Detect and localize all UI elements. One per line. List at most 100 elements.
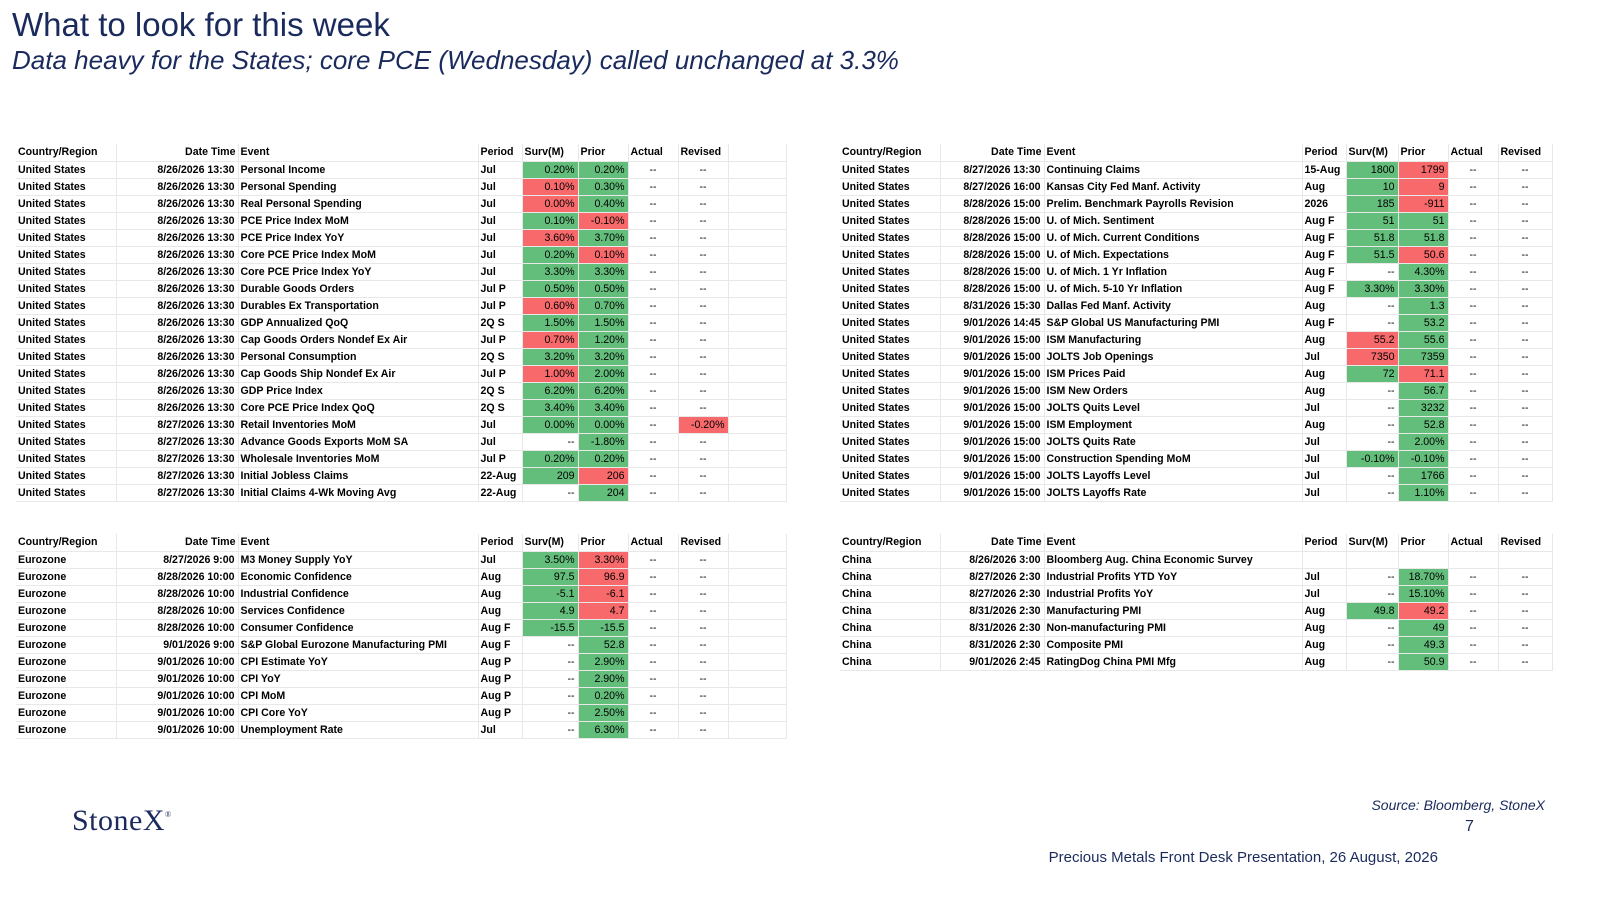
datetime-cell: 8/27/2026 13:30 <box>116 433 239 451</box>
prior-cell: 18.70% <box>1398 568 1449 586</box>
revised-cell: -- <box>1498 178 1553 196</box>
actual-cell: -- <box>1448 467 1499 485</box>
table-row: United States 8/28/2026 15:00 U. of Mich. … <box>840 212 1553 230</box>
country-cell: Eurozone <box>16 704 117 722</box>
revised-cell: -- <box>678 246 729 264</box>
country-cell: United States <box>840 467 941 485</box>
event-cell: Initial Claims 4-Wk Moving Avg <box>238 484 479 502</box>
event-cell: U. of Mich. Expectations <box>1044 246 1303 264</box>
country-cell: United States <box>16 399 117 417</box>
period-cell: Aug <box>478 585 523 603</box>
period-cell: 15-Aug <box>1302 161 1347 179</box>
event-cell: Economic Confidence <box>238 568 479 586</box>
survey-cell: 0.10% <box>522 178 579 196</box>
event-cell: ISM New Orders <box>1044 382 1303 400</box>
actual-cell: -- <box>1448 450 1499 468</box>
header-revised: Revised <box>678 534 729 552</box>
datetime-cell: 8/26/2026 13:30 <box>116 382 239 400</box>
revised-cell: -- <box>1498 450 1553 468</box>
table-row: Eurozone 9/01/2026 10:00 Unemployment Rate… <box>16 721 787 739</box>
revised-cell: -- <box>1498 246 1553 264</box>
table-row: United States 8/26/2026 13:30 Real Persona… <box>16 195 787 213</box>
country-cell: United States <box>16 450 117 468</box>
period-cell: Aug <box>478 568 523 586</box>
prior-cell: 1799 <box>1398 161 1449 179</box>
revised-cell: -- <box>678 450 729 468</box>
actual-cell: -- <box>1448 263 1499 281</box>
period-cell: 2Q S <box>478 399 523 417</box>
event-cell: Composite PMI <box>1044 636 1303 654</box>
actual-cell: -- <box>1448 246 1499 264</box>
actual-cell: -- <box>1448 331 1499 349</box>
prior-cell: 7359 <box>1398 348 1449 366</box>
prior-cell: -15.5 <box>578 619 629 637</box>
actual-cell: -- <box>1448 416 1499 434</box>
event-cell: PCE Price Index YoY <box>238 229 479 247</box>
actual-cell: -- <box>1448 636 1499 654</box>
period-cell: Jul <box>478 178 523 196</box>
event-cell: Bloomberg Aug. China Economic Survey <box>1044 551 1303 569</box>
period-cell: Aug P <box>478 687 523 705</box>
period-cell: Jul P <box>478 280 523 298</box>
actual-cell: -- <box>628 721 679 739</box>
prior-cell: -6.1 <box>578 585 629 603</box>
table-row: United States 9/01/2026 15:00 JOLTS Quits … <box>840 433 1553 451</box>
revised-cell: -- <box>1498 348 1553 366</box>
revised-cell: -- <box>678 585 729 603</box>
period-cell: Aug P <box>478 670 523 688</box>
period-cell: Aug <box>478 602 523 620</box>
event-cell: Industrial Profits YTD YoY <box>1044 568 1303 586</box>
event-cell: Cap Goods Ship Nondef Ex Air <box>238 365 479 383</box>
period-cell: Jul <box>478 433 523 451</box>
period-cell: Aug F <box>1302 314 1347 332</box>
prior-cell: 3.40% <box>578 399 629 417</box>
table-row: United States 8/26/2026 13:30 Durable Good… <box>16 280 787 298</box>
country-cell: United States <box>840 263 941 281</box>
datetime-cell: 8/27/2026 2:30 <box>940 568 1045 586</box>
event-cell: Durables Ex Transportation <box>238 297 479 315</box>
country-cell: United States <box>16 365 117 383</box>
period-cell: Jul <box>478 246 523 264</box>
period-cell: Aug P <box>478 653 523 671</box>
revised-cell: -- <box>678 212 729 230</box>
period-cell: Aug <box>1302 636 1347 654</box>
datetime-cell: 8/31/2026 2:30 <box>940 636 1045 654</box>
survey-cell: -- <box>522 433 579 451</box>
actual-cell: -- <box>1448 602 1499 620</box>
country-cell: United States <box>840 416 941 434</box>
period-cell: Jul <box>478 263 523 281</box>
revised-cell: -- <box>1498 365 1553 383</box>
table-row: United States 8/26/2026 13:30 GDP Annualiz… <box>16 314 787 332</box>
event-cell: U. of Mich. 1 Yr Inflation <box>1044 263 1303 281</box>
event-cell: ISM Employment <box>1044 416 1303 434</box>
survey-cell: 3.40% <box>522 399 579 417</box>
header-actual: Actual <box>628 534 679 552</box>
table-header-row: Country/Region Date Time Event Period Surv(M… <box>16 144 787 162</box>
event-cell: ISM Prices Paid <box>1044 365 1303 383</box>
revised-cell: -- <box>678 619 729 637</box>
period-cell: Jul <box>1302 399 1347 417</box>
actual-cell <box>1448 551 1499 569</box>
prior-cell: 4.30% <box>1398 263 1449 281</box>
survey-cell: 209 <box>522 467 579 485</box>
table-row: United States 8/28/2026 15:00 Prelim. Benc… <box>840 195 1553 213</box>
actual-cell: -- <box>628 229 679 247</box>
survey-cell: -- <box>522 636 579 654</box>
table-row: Eurozone 9/01/2026 10:00 CPI YoY Aug P -- 2.9… <box>16 670 787 688</box>
country-cell: United States <box>16 331 117 349</box>
country-cell: United States <box>840 365 941 383</box>
actual-cell: -- <box>628 382 679 400</box>
page-number: 7 <box>1465 818 1474 835</box>
prior-cell: -0.10% <box>1398 450 1449 468</box>
prior-cell: 0.20% <box>578 161 629 179</box>
prior-cell: 3.30% <box>1398 280 1449 298</box>
revised-cell: -- <box>678 348 729 366</box>
actual-cell: -- <box>628 602 679 620</box>
datetime-cell: 8/26/2026 13:30 <box>116 280 239 298</box>
actual-cell: -- <box>628 551 679 569</box>
table-row: United States 9/01/2026 15:00 JOLTS Layoff… <box>840 467 1553 485</box>
table-row: United States 8/27/2026 13:30 Retail Inven… <box>16 416 787 434</box>
period-cell: Jul <box>1302 484 1347 502</box>
table-row: United States 8/26/2026 13:30 Cap Goods Sh… <box>16 365 787 383</box>
period-cell: Jul <box>1302 450 1347 468</box>
